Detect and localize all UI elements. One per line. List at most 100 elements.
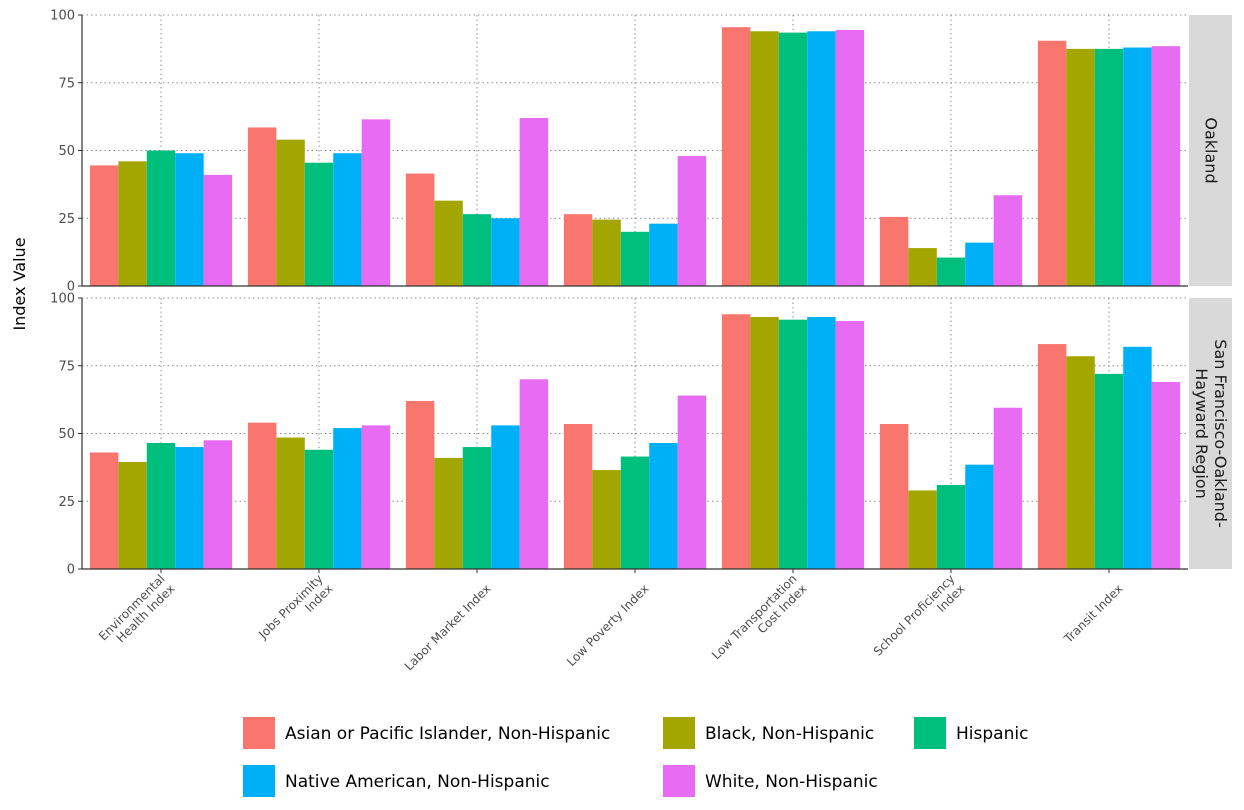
bar <box>175 447 204 569</box>
bar <box>563 424 593 569</box>
legend-swatch <box>243 717 275 749</box>
bar <box>936 257 966 286</box>
bar <box>677 155 707 286</box>
bar <box>247 127 277 286</box>
bar <box>778 32 808 286</box>
bar <box>1037 344 1067 569</box>
y-tick-label: 100 <box>50 9 75 24</box>
bar <box>519 117 549 286</box>
bar <box>677 395 707 569</box>
bar <box>203 174 233 286</box>
y-tick-label: 75 <box>58 76 75 91</box>
bar <box>936 484 966 569</box>
facet-panel: 0 25 50 75 100 San Francisco-Oakland-Hayward … <box>50 292 1232 578</box>
bar <box>89 165 119 286</box>
y-tick-label: 25 <box>58 212 75 227</box>
bar <box>750 31 779 287</box>
facet-strip <box>1189 298 1232 569</box>
bar <box>1151 382 1181 569</box>
bar <box>118 461 147 569</box>
bar <box>304 449 334 569</box>
x-tick-label: School ProficiencyIndex <box>871 572 968 669</box>
bar <box>146 442 176 569</box>
bar <box>592 470 621 569</box>
bar <box>620 231 650 286</box>
bar <box>993 407 1023 569</box>
facet-strip <box>1189 15 1232 286</box>
bar <box>175 153 204 286</box>
legend-swatch <box>914 717 946 749</box>
y-tick-label: 50 <box>58 144 75 159</box>
x-tick-label: Transit Index <box>1061 582 1126 647</box>
legend-swatch <box>663 717 695 749</box>
bar <box>118 161 147 286</box>
bar <box>721 314 751 569</box>
bar <box>89 452 119 569</box>
bar <box>1066 356 1095 569</box>
y-tick-label: 0 <box>67 563 75 578</box>
x-tick-label: Jobs ProximityIndex <box>255 572 335 652</box>
bar <box>879 424 909 569</box>
bar <box>146 150 176 286</box>
bar <box>993 195 1023 286</box>
legend-item: Hispanic <box>914 717 1028 749</box>
facet-panel: 0 25 50 75 100 Oakland <box>50 9 1232 295</box>
bar <box>247 422 277 569</box>
y-tick-label: 100 <box>50 292 75 307</box>
bar <box>879 216 909 286</box>
bar <box>563 214 593 286</box>
bar <box>333 153 362 286</box>
x-tick-label: Low Poverty Index <box>564 582 651 669</box>
bar <box>750 316 779 569</box>
bar <box>778 319 808 569</box>
bar <box>1151 46 1181 286</box>
bar <box>333 428 362 569</box>
bar <box>1066 48 1095 286</box>
bar <box>519 379 549 569</box>
legend-swatch <box>243 765 275 797</box>
legend-item: Asian or Pacific Islander, Non-Hispanic <box>243 717 610 749</box>
bar <box>835 29 865 287</box>
bar <box>276 437 305 569</box>
bar <box>434 200 463 286</box>
legend-label: Hispanic <box>956 724 1028 744</box>
y-tick-label: 0 <box>67 280 75 295</box>
bar <box>620 456 650 569</box>
bar <box>304 162 334 286</box>
bar <box>462 447 492 569</box>
bar <box>203 440 233 569</box>
bar <box>361 119 391 287</box>
bar <box>835 321 865 569</box>
legend-item: White, Non-Hispanic <box>663 765 878 797</box>
bar <box>965 464 994 569</box>
bar <box>965 242 994 286</box>
x-tick-label: EnvironmentalHealth Index <box>96 572 178 654</box>
legend-label: Native American, Non-Hispanic <box>285 772 550 792</box>
bar <box>434 457 463 569</box>
bar <box>721 27 751 286</box>
legend: Asian or Pacific Islander, Non-Hispanic B… <box>243 717 1028 797</box>
legend-label: White, Non-Hispanic <box>705 772 878 792</box>
bar <box>1123 346 1152 569</box>
bar <box>1094 48 1124 286</box>
bar <box>649 442 678 569</box>
bar <box>807 31 836 287</box>
bar <box>491 425 520 569</box>
facet-strip-label: San Francisco-Oakland-Hayward Region <box>1192 339 1230 527</box>
bar <box>592 219 621 286</box>
bar <box>1123 47 1152 286</box>
x-tick-label: Low TransportationCost Index <box>709 572 809 672</box>
bar <box>1094 373 1124 569</box>
bar <box>405 173 435 286</box>
bar <box>908 248 937 286</box>
y-tick-label: 50 <box>58 427 75 442</box>
y-tick-label: 25 <box>58 495 75 510</box>
legend-label: Black, Non-Hispanic <box>705 724 874 744</box>
legend-label: Asian or Pacific Islander, Non-Hispanic <box>285 724 610 744</box>
bar <box>462 214 492 286</box>
legend-item: Black, Non-Hispanic <box>663 717 874 749</box>
bar <box>276 139 305 286</box>
legend-swatch <box>663 765 695 797</box>
bar <box>405 400 435 569</box>
